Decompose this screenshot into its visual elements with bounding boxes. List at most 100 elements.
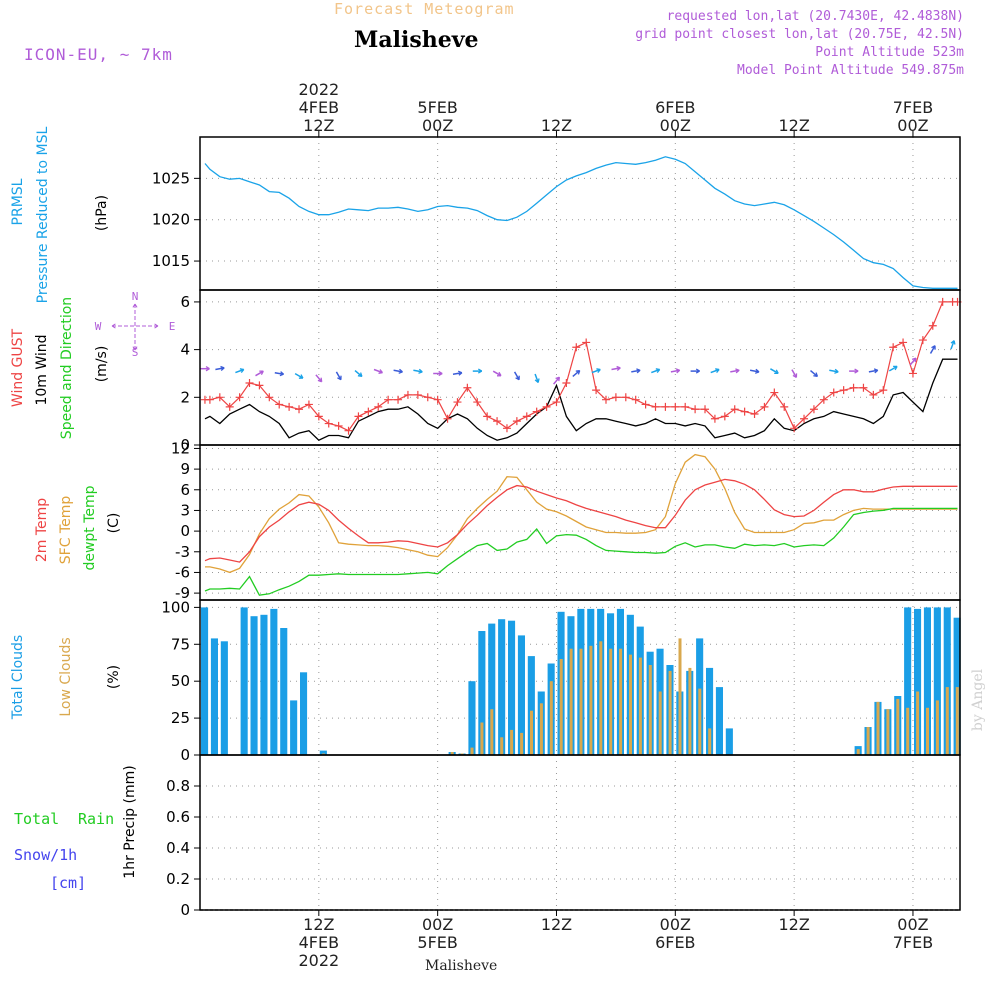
total-cloud-bar (220, 641, 228, 755)
time-label-top: 4FEB (299, 98, 339, 117)
time-label-top: 12Z (303, 116, 334, 135)
y-tick-label: 6 (180, 293, 190, 311)
y-tick-label: 0 (180, 522, 190, 540)
gust-marker (938, 297, 947, 306)
total-cloud-bar (498, 619, 506, 755)
total-cloud-bar (290, 700, 298, 755)
wind-arrow-head (418, 368, 423, 374)
gust-marker (285, 402, 294, 411)
gust-marker (512, 417, 521, 426)
wind-arrow-head (616, 365, 621, 371)
gust-marker (433, 395, 442, 404)
wind-arrow-head (298, 374, 304, 379)
dewpt-temp-label: dewpt Temp (82, 485, 98, 570)
wind-arrow-head (220, 365, 225, 371)
wind-direction-arrow (929, 345, 936, 354)
wind-direction-arrow (749, 369, 760, 373)
wind-direction-arrow (888, 365, 898, 372)
gust-marker (651, 402, 660, 411)
gust-marker (899, 338, 908, 347)
low-cloud-bar (698, 688, 702, 755)
wind-arrow-head (477, 368, 483, 374)
y-tick-label: 0.6 (166, 808, 190, 826)
gust-marker (819, 395, 828, 404)
y-tick-label: -9 (175, 584, 190, 602)
wind-arrow-head (438, 370, 443, 377)
total-cloud-bar (319, 750, 327, 755)
low-cloud-bar (856, 749, 860, 755)
gust-marker (691, 405, 700, 414)
requested-lonlat: requested lon,lat (20.7430E, 42.4838N) (666, 9, 964, 24)
gust-marker (215, 393, 224, 402)
wind-direction-arrow (274, 371, 284, 375)
time-label-bottom: 00Z (422, 915, 453, 934)
low-cloud-bar (500, 737, 504, 755)
low-cloud-bar (510, 729, 514, 755)
compass-west: W (95, 320, 102, 333)
gust-marker (750, 410, 759, 418)
low-cloud-bar (569, 648, 573, 755)
gust-marker (849, 383, 858, 392)
total-cloud-bar (270, 608, 278, 755)
wind-direction-arrow (413, 369, 423, 373)
y-tick-label: 1020 (152, 211, 190, 229)
clouds-unit: (%) (106, 665, 122, 689)
low-cloud-bar (658, 691, 662, 755)
y-tick-label: 3 (180, 501, 190, 519)
y-tick-label: 0.8 (166, 777, 190, 795)
total-cloud-bar (240, 607, 248, 755)
low-cloud-bar (629, 654, 632, 755)
wind-direction-arrow (215, 367, 225, 371)
wind-arrow-head (337, 375, 342, 381)
time-label-bottom: 2022 (298, 951, 339, 970)
wind-direction-arrow (553, 376, 560, 385)
panel-frame-precip (199, 754, 961, 911)
gust-marker (275, 400, 284, 409)
temp-2m-line (204, 478, 958, 563)
low-cloud-bar (589, 645, 593, 755)
snow-label: Snow/1h (14, 846, 77, 864)
model-label: ICON-EU, ~ 7km (24, 45, 173, 64)
time-label-bottom: 6FEB (655, 933, 695, 952)
total-cloud-bar (943, 607, 951, 755)
gust-marker (928, 321, 937, 330)
time-label-bottom: 00Z (660, 915, 691, 934)
wind-arrow-head (813, 372, 819, 378)
gust-marker (641, 400, 650, 409)
wind-10m-label: 10m Wind (34, 334, 50, 405)
wind-direction-label: Speed and Direction (59, 297, 75, 439)
time-label-bottom: 00Z (897, 915, 928, 934)
gust-marker (502, 424, 511, 433)
gust-marker (394, 395, 403, 404)
wind-direction-arrow (335, 371, 342, 381)
compass-rose-icon (111, 303, 159, 351)
wind-direction-arrow (611, 367, 621, 371)
total-cloud-bar (478, 631, 486, 755)
total-cloud-bar (933, 607, 941, 755)
wind-arrow-head (496, 371, 502, 377)
gust-marker (869, 390, 878, 399)
temp-2m-label: 2m Temp (34, 498, 50, 562)
gust-marker (631, 395, 640, 404)
low-cloud-bar (886, 709, 890, 755)
gust-marker (800, 414, 809, 423)
wind-direction-arrow (513, 371, 520, 381)
gust-marker (720, 412, 729, 421)
wind-arrow-head (854, 368, 859, 374)
time-label-top: 12Z (541, 116, 572, 135)
low-cloud-bar (926, 707, 929, 755)
compass-north: N (132, 290, 139, 303)
gust-marker (611, 393, 620, 402)
gust-marker (552, 398, 561, 407)
y-tick-label: 0 (180, 746, 190, 764)
gust-marker (621, 393, 630, 402)
gust-marker (493, 417, 502, 426)
low-cloud-bar (945, 687, 949, 755)
low-cloud-bar (480, 722, 484, 755)
wind-speed-line (204, 358, 958, 441)
low-cloud-bar (539, 703, 543, 755)
compass-east: E (169, 320, 176, 333)
low-cloud-bar (876, 701, 880, 755)
gust-marker (423, 393, 432, 402)
wind-arrow-head (636, 368, 641, 374)
